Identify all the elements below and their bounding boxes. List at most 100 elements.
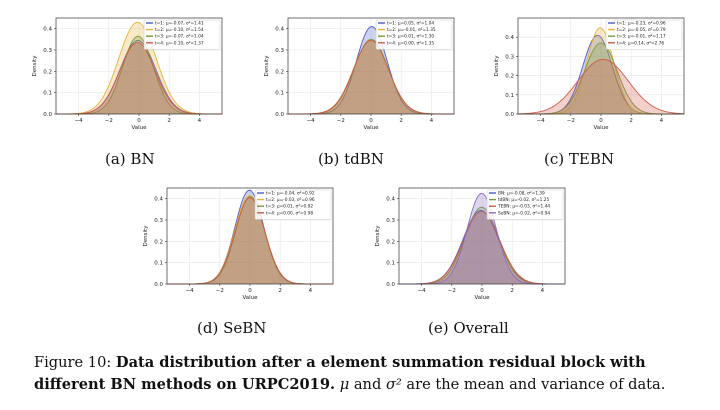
y-tick-label: 0.1: [386, 261, 395, 267]
legend-entry: BN: μ=-0.08, σ²=1.39: [498, 191, 545, 197]
y-tick-label: 0.4: [275, 27, 284, 33]
caption-tail: are the mean and variance of data.: [401, 376, 666, 393]
x-tick-label: −2: [216, 288, 224, 294]
density-area-b-1: [288, 40, 454, 114]
legend-box: [375, 19, 453, 50]
y-tick-label: 0.1: [43, 91, 52, 97]
x-tick-label: 4: [541, 288, 545, 294]
density-plot-c: 0.0 0.1 0.2 0.3 0.4 −4 −2 0 2 4 Value Density t=1: μ…: [494, 17, 685, 131]
density-plot-a: 0.0 0.1 0.2 0.3 0.4 −4 −2 0 2 4 Value Density t=1: μ…: [32, 17, 223, 131]
legend-box: [254, 189, 332, 220]
x-tick-label: 2: [510, 288, 514, 294]
subplot-bn: 0.0 0.1 0.2 0.3 0.4 −4 −2 0 2 4 Value Density t=1: μ…: [26, 12, 226, 132]
y-tick-label: 0.2: [386, 239, 395, 245]
x-tick-label: 2: [399, 118, 403, 124]
x-tick-label: 4: [198, 118, 202, 124]
legend-entry: TEBN: μ=-0.03, σ²=1.44: [497, 204, 550, 210]
legend-entry: t=2: μ=-0.01, σ²=1.35: [387, 27, 436, 33]
y-tick-label: 0.4: [43, 27, 52, 33]
subplot-tebn: 0.0 0.1 0.2 0.3 0.4 −4 −2 0 2 4 Value Density t=1: μ…: [488, 12, 688, 132]
legend-box: [605, 19, 683, 50]
x-tick-label: −2: [448, 288, 456, 294]
y-tick-label: 0.4: [386, 197, 395, 203]
density-plot-b: 0.0 0.1 0.2 0.3 0.4 −4 −2 0 2 4 Value Density t=1: μ…: [264, 17, 455, 131]
density-area-e-0: [399, 210, 565, 284]
y-tick-label: 0.0: [43, 112, 52, 118]
x-tick-label: 4: [430, 118, 434, 124]
y-tick-label: 0.1: [154, 261, 163, 267]
mu-symbol: μ: [339, 376, 350, 393]
subcaption-bn: (a) BN: [105, 150, 155, 168]
y-axis-label: Density: [375, 225, 381, 247]
subcaption-tdbn: (b) tdBN: [318, 150, 384, 168]
y-tick-label: 0.3: [43, 48, 52, 54]
x-tick-label: −4: [186, 288, 195, 294]
x-tick-label: 0: [480, 288, 484, 294]
density-area-c-3: [518, 59, 684, 114]
figure-title: Data distribution after a element summat…: [34, 354, 646, 393]
x-axis-label: Value: [474, 295, 490, 301]
density-area-c-0: [518, 35, 684, 114]
legend-entry: t=2: μ=-0.10, σ²=1.54: [155, 27, 204, 33]
density-area-a-2: [56, 36, 222, 114]
y-tick-label: 0.3: [505, 54, 514, 60]
density-area-a-3: [56, 42, 222, 114]
legend-entry: t=4: μ=0.14, σ²=2.76: [617, 40, 664, 46]
y-tick-label: 0.0: [386, 282, 395, 288]
x-tick-label: 0: [248, 288, 252, 294]
y-tick-label: 0.2: [43, 69, 52, 75]
x-tick-label: 2: [278, 288, 282, 294]
density-area-b-3: [288, 40, 454, 114]
density-line-a-3: [56, 42, 222, 115]
x-tick-label: 4: [309, 288, 313, 294]
legend-box: [143, 19, 221, 50]
y-axis-label: Density: [264, 55, 270, 77]
x-tick-label: 0: [369, 118, 373, 124]
legend-entry: t=1: μ=-0.23, σ²=0.96: [617, 21, 666, 27]
x-tick-label: −4: [537, 118, 546, 124]
subplot-overall: 0.0 0.1 0.2 0.3 0.4 −4 −2 0 2 4 Value Density BN: μ=…: [369, 182, 569, 302]
y-axis-label: Density: [32, 55, 38, 77]
y-tick-label: 0.3: [275, 48, 284, 54]
legend-entry: t=4: μ=0.00, σ²=1.35: [387, 40, 434, 46]
y-tick-label: 0.3: [386, 218, 395, 224]
legend-entry: t=1: μ=-0.04, σ²=0.92: [266, 191, 315, 197]
legend-entry: tdBN: μ=-0.02, σ²=1.25: [498, 197, 549, 203]
legend-entry: t=3: μ=0.01, σ²=1.30: [387, 34, 434, 40]
y-axis-label: Density: [494, 55, 500, 77]
y-axis-label: Density: [143, 225, 149, 247]
y-tick-label: 0.4: [154, 197, 163, 203]
figure-caption: Figure 10: Data distribution after a ele…: [34, 352, 694, 396]
density-area-a-1: [56, 22, 222, 114]
y-tick-label: 0.4: [505, 35, 514, 41]
x-tick-label: 0: [137, 118, 141, 124]
x-axis-label: Value: [363, 125, 379, 131]
x-tick-label: 4: [660, 118, 664, 124]
x-tick-label: 0: [599, 118, 603, 124]
density-area-c-2: [518, 42, 684, 114]
subcaption-tebn: (c) TEBN: [544, 150, 614, 168]
subcaption-overall: (e) Overall: [428, 319, 509, 337]
x-axis-label: Value: [131, 125, 147, 131]
x-tick-label: −4: [418, 288, 427, 294]
x-axis-label: Value: [242, 295, 258, 301]
y-tick-label: 0.2: [275, 69, 284, 75]
y-tick-label: 0.3: [154, 218, 163, 224]
figure-label: Figure 10:: [34, 354, 112, 371]
x-tick-label: −2: [567, 118, 575, 124]
legend-entry: t=3: μ=-0.07, σ²=1.04: [155, 34, 204, 40]
legend-entry: t=3: μ=-0.01, σ²=1.17: [617, 34, 666, 40]
density-plot-e: 0.0 0.1 0.2 0.3 0.4 −4 −2 0 2 4 Value Density BN: μ=…: [375, 187, 566, 301]
y-tick-label: 0.2: [505, 74, 514, 80]
legend-entry: SeBN: μ=-0.02, σ²=0.94: [498, 210, 550, 216]
legend-entry: t=1: μ=0.05, σ²=1.04: [387, 21, 434, 27]
density-area-a-0: [56, 40, 222, 114]
x-tick-label: −4: [307, 118, 316, 124]
x-tick-label: −2: [337, 118, 345, 124]
x-tick-label: 2: [167, 118, 171, 124]
subcaption-sebn: (d) SeBN: [197, 319, 267, 337]
legend-entry: t=1: μ=-0.07, σ²=1.41: [155, 21, 204, 27]
sigma2-symbol: σ²: [385, 376, 402, 393]
and-text: and: [349, 376, 386, 393]
density-area-d-1: [167, 195, 333, 284]
